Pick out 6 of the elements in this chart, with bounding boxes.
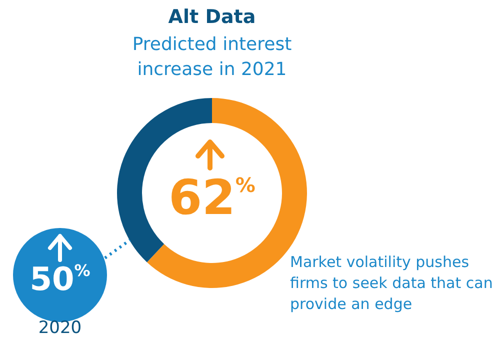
text: 62$^{%}$ bbox=[168, 170, 256, 226]
text: Market volatility pushes firms to seek data that can provide an edge bbox=[290, 252, 494, 315]
chart-title: Alt Data bbox=[167, 6, 257, 28]
text: 2020 bbox=[37, 318, 83, 338]
text: 50$^{%}$ bbox=[28, 260, 92, 298]
chart-subtitle: Predicted interest increase in 2021 bbox=[131, 33, 293, 82]
